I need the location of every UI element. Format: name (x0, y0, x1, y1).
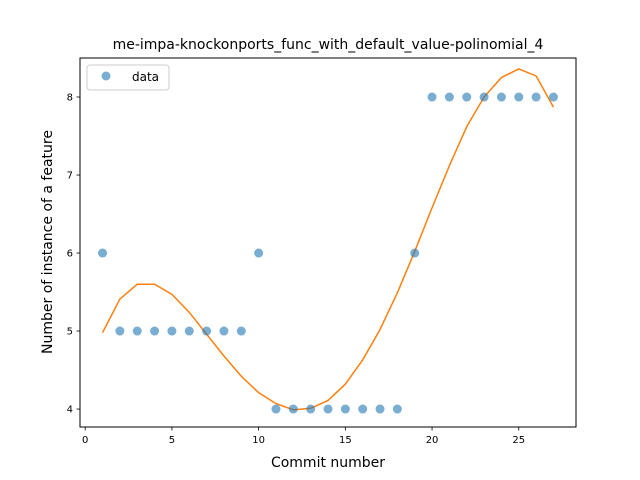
data-point (514, 92, 524, 102)
legend-frame (86, 64, 170, 91)
y-tick-label: 7 (67, 171, 73, 182)
data-point (462, 92, 472, 102)
data-point (202, 326, 212, 336)
data-point (323, 404, 333, 414)
x-tick-label: 15 (339, 435, 352, 446)
x-tick-label: 5 (169, 435, 175, 446)
x-tick-label: 20 (426, 435, 439, 446)
fit-line (101, 68, 555, 411)
y-tick-label: 8 (67, 93, 73, 104)
data-point (531, 92, 541, 102)
data-point (392, 404, 402, 414)
x-tick-label: 10 (252, 435, 265, 446)
y-tick-label: 5 (67, 327, 73, 338)
data-point (427, 92, 437, 102)
legend-label-data: data (132, 70, 159, 84)
legend: data (86, 64, 170, 91)
x-tick-label: 0 (82, 435, 88, 446)
data-point (184, 326, 194, 336)
data-point (115, 326, 125, 336)
data-point (358, 404, 368, 414)
x-axis: 0 5 10 15 20 25 (82, 427, 525, 446)
plot-marks (98, 68, 558, 414)
y-tick-label: 4 (67, 405, 73, 416)
x-axis-label: Commit number (271, 455, 385, 471)
legend-marker (101, 71, 111, 81)
y-axis: 4 5 6 7 8 (67, 93, 80, 416)
data-point (150, 326, 160, 336)
data-point (444, 92, 454, 102)
data-point (132, 326, 142, 336)
data-point (98, 248, 108, 258)
x-tick-label: 25 (512, 435, 525, 446)
data-point (410, 248, 420, 258)
plot-frame (79, 57, 577, 428)
data-point (548, 92, 558, 102)
data-point (479, 92, 489, 102)
data-point (375, 404, 385, 414)
data-point (496, 92, 506, 102)
data-point (236, 326, 246, 336)
y-tick-label: 6 (67, 249, 73, 260)
data-point (167, 326, 177, 336)
data-point (288, 404, 298, 414)
data-point (340, 404, 350, 414)
y-axis-label: Number of instance of a feature (40, 130, 56, 354)
data-point (219, 326, 229, 336)
chart-title: me-impa-knockonports_func_with_default_v… (113, 37, 544, 53)
data-point (271, 404, 281, 414)
data-point (254, 248, 264, 258)
data-point (306, 404, 316, 414)
